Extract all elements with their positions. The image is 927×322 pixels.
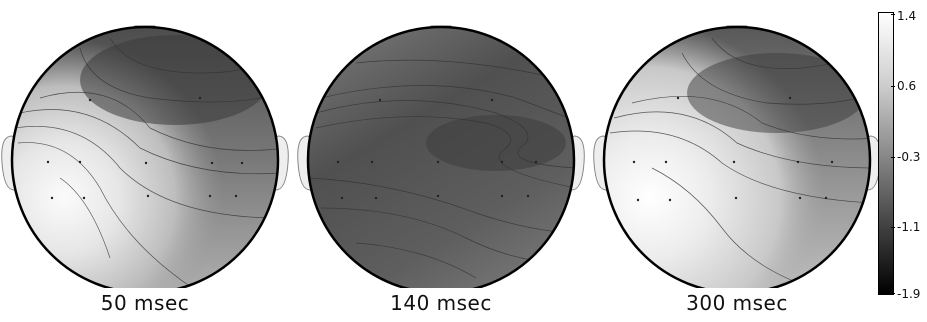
colorbar-tick-mark [891, 14, 895, 15]
scalp-map-140 [296, 18, 586, 288]
colorbar-tick-mark [891, 293, 895, 294]
colorbar-tick-label: -1.9 [897, 287, 921, 301]
colorbar-tick-mark [891, 227, 895, 228]
head-topography [297, 25, 585, 288]
colorbar-tick-mark [891, 157, 895, 158]
colorbar-tick-label: -0.3 [897, 150, 921, 164]
colorbar-tick-label: 1.4 [897, 9, 917, 23]
head-topography [1, 25, 289, 288]
head-topography [593, 25, 881, 288]
colorbar [878, 12, 894, 295]
colorbar-tick-mark [891, 86, 895, 87]
scalp-map-50 [0, 18, 290, 288]
scalp-map-300 [592, 18, 882, 288]
map-label-140: 140 msec [390, 291, 492, 315]
colorbar-tick-label: -1.1 [897, 220, 921, 234]
colorbar-tick-label: 0.6 [897, 79, 917, 93]
map-label-300: 300 msec [686, 291, 788, 315]
map-label-50: 50 msec [100, 291, 190, 315]
